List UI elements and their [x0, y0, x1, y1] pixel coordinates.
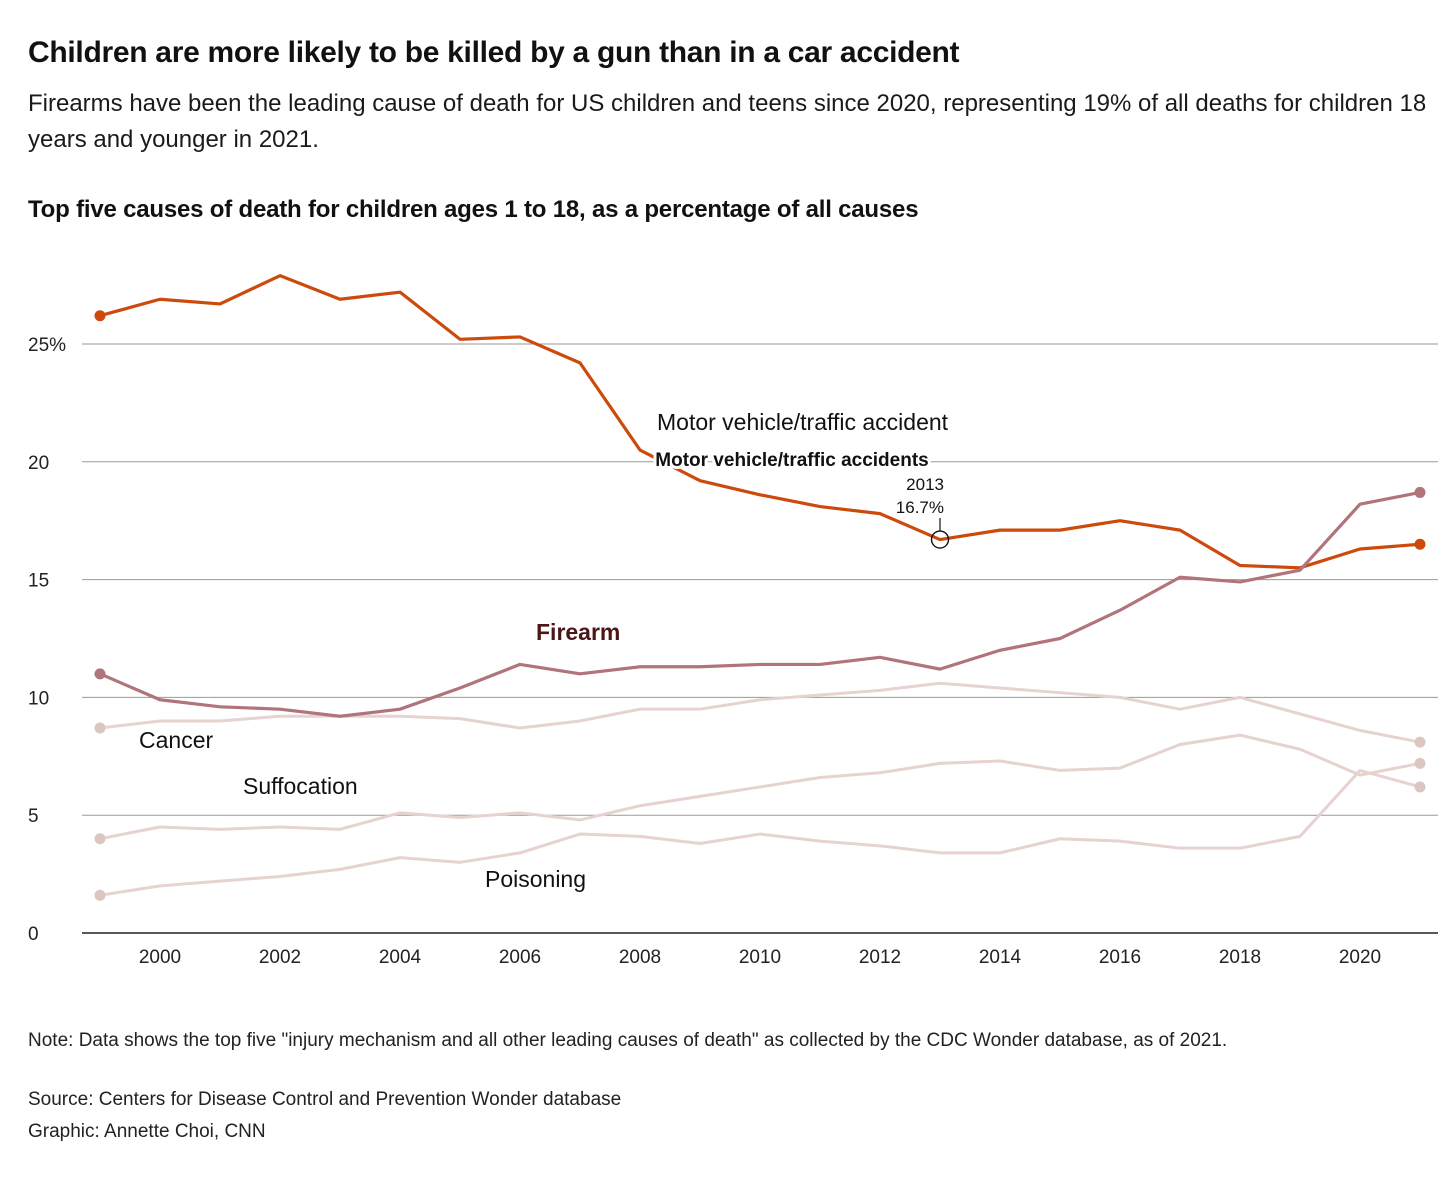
start-point — [94, 722, 106, 734]
page-title: Children are more likely to be killed by… — [28, 36, 960, 69]
end-point — [1414, 736, 1426, 748]
series-line — [98, 274, 1422, 570]
y-tick-label: 15 — [28, 571, 49, 592]
chart-title: Top five causes of death for children ag… — [28, 196, 919, 223]
y-axis-labels: 0 5 10 15 20 25% — [28, 335, 66, 945]
x-tick-label: 2004 — [379, 947, 422, 968]
callout-ring — [930, 530, 950, 549]
callout-value: 16.7% — [896, 498, 944, 517]
line-chart: 0 5 10 15 20 25% 2000 2002 2004 2006 2008 2010 2012… — [28, 274, 1438, 968]
y-tick-label: 10 — [28, 688, 49, 709]
chart-annotations: Motor vehicle/traffic accident Motor vehi… — [139, 409, 950, 892]
footnote: Note: Data shows the top five "injury me… — [28, 1030, 1228, 1051]
ghost-series-label: Motor vehicle/traffic accident — [657, 409, 949, 435]
callout-year: 2013 — [906, 475, 944, 494]
end-point — [1414, 538, 1426, 550]
poisoning-label: Poisoning — [485, 866, 586, 892]
y-tick-label: 25% — [28, 335, 66, 356]
x-tick-label: 2012 — [859, 947, 901, 968]
firearm-label: Firearm — [536, 619, 620, 645]
motor-vehicle-label: Motor vehicle/traffic accidents — [655, 450, 928, 471]
x-tick-label: 2018 — [1219, 947, 1261, 968]
x-tick-label: 2000 — [139, 947, 181, 968]
y-tick-label: 0 — [28, 924, 39, 945]
x-tick-label: 2020 — [1339, 947, 1381, 968]
start-point — [94, 310, 106, 322]
series-line — [98, 768, 1422, 897]
gridlines — [82, 343, 1438, 934]
series-line — [98, 681, 1422, 744]
series-line — [98, 733, 1422, 841]
y-tick-label: 5 — [28, 806, 39, 827]
y-tick-label: 20 — [28, 453, 49, 474]
x-axis-labels: 2000 2002 2004 2006 2008 2010 2012 2014 2016 2018… — [139, 947, 1381, 968]
source-line: Source: Centers for Disease Control and … — [28, 1089, 622, 1110]
x-tick-label: 2002 — [259, 947, 301, 968]
start-point — [94, 833, 106, 845]
credit-line: Graphic: Annette Choi, CNN — [28, 1121, 266, 1142]
end-point — [1414, 757, 1426, 769]
suffocation-label: Suffocation — [243, 773, 358, 799]
x-tick-label: 2008 — [619, 947, 661, 968]
end-point — [1414, 781, 1426, 793]
end-point — [1414, 486, 1426, 498]
x-tick-label: 2016 — [1099, 947, 1141, 968]
cancer-label: Cancer — [139, 727, 213, 753]
start-point — [94, 889, 106, 901]
series-line — [98, 490, 1422, 718]
x-tick-label: 2010 — [739, 947, 781, 968]
series-lines — [98, 274, 1422, 897]
x-tick-label: 2006 — [499, 947, 541, 968]
series-endpoints — [94, 310, 1426, 901]
x-tick-label: 2014 — [979, 947, 1022, 968]
page-subtitle: Firearms have been the leading cause of … — [28, 90, 1427, 153]
start-point — [94, 668, 106, 680]
